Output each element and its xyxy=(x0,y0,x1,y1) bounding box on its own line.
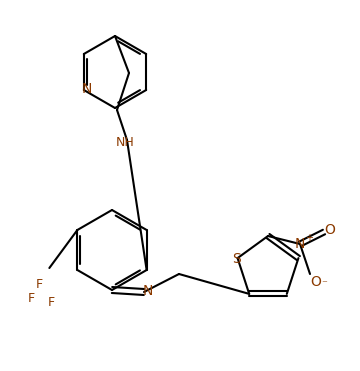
Text: F: F xyxy=(48,296,55,309)
Text: S: S xyxy=(232,252,241,266)
Text: +: + xyxy=(305,233,313,243)
Text: ⁻: ⁻ xyxy=(321,279,327,289)
Text: N: N xyxy=(295,237,305,251)
Text: O: O xyxy=(325,223,336,237)
Text: NH: NH xyxy=(116,135,134,148)
Text: N: N xyxy=(82,82,92,96)
Text: F: F xyxy=(36,278,43,290)
Text: O: O xyxy=(311,275,321,289)
Text: N: N xyxy=(143,284,153,298)
Text: F: F xyxy=(28,292,35,305)
